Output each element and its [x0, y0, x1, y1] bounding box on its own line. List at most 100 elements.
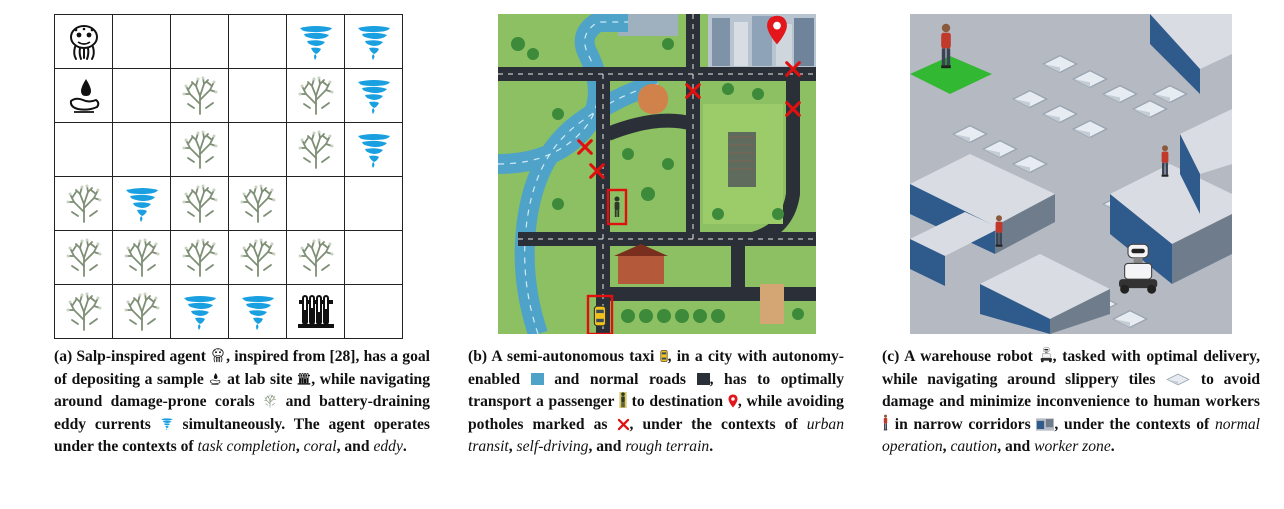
- coral-icon: [297, 75, 334, 115]
- city-map-image: [498, 14, 816, 334]
- normal-road-swatch-icon: [696, 372, 710, 385]
- grid-cell: [286, 14, 345, 69]
- grid-cell: [344, 284, 403, 339]
- caption-b-text: , has to optimally transport a passenger: [468, 370, 844, 411]
- grid-cell: [170, 176, 229, 231]
- grid-row: [54, 68, 403, 123]
- grid-cell: [112, 176, 171, 231]
- grid-row: [54, 122, 403, 177]
- passenger-box: [606, 188, 628, 226]
- coral-icon: [65, 237, 102, 277]
- context-caution: caution: [950, 438, 998, 455]
- lab-site-icon: [296, 294, 335, 329]
- caption-a-text: simultaneously. The agent operates under…: [54, 415, 430, 456]
- destination-pin-icon: [728, 394, 738, 408]
- caption-a-text: at lab site: [227, 370, 293, 388]
- grid-cell: [170, 230, 229, 285]
- grid-cell: [286, 122, 345, 177]
- eddy-current-icon: [357, 25, 390, 60]
- tower-building: [728, 132, 756, 187]
- coral-icon: [123, 291, 160, 331]
- grid-cell: [286, 68, 345, 123]
- pothole-icon: [617, 418, 630, 431]
- taxi-icon: [660, 349, 668, 363]
- grid-cell: [286, 176, 345, 231]
- grid-cell: [54, 176, 113, 231]
- salp-agent-icon: [210, 347, 226, 363]
- coral-icon: [263, 394, 277, 408]
- eddy-current-icon: [160, 417, 174, 431]
- caption-sep: ,: [942, 438, 947, 455]
- grid-cell: [112, 284, 171, 339]
- caption-a-text: , inspired from [28], has a goal of depo…: [54, 348, 430, 388]
- autonomy-road-swatch-icon: [530, 372, 544, 385]
- grid-cell: [344, 14, 403, 69]
- grid-cell: [54, 68, 113, 123]
- grid-cell: [112, 230, 171, 285]
- context-normal-operation: normal operation: [882, 415, 1260, 456]
- caption-b-text: , under the contexts of: [629, 415, 798, 433]
- grid-cell: [228, 14, 287, 69]
- caption-end: .: [709, 438, 714, 455]
- grid-cell: [54, 284, 113, 339]
- caption-b-text: and normal roads: [554, 370, 686, 388]
- caption-end: .: [1110, 438, 1115, 455]
- grid-cell: [228, 284, 287, 339]
- eddy-current-icon: [125, 187, 158, 222]
- lab-site-icon: [297, 372, 311, 386]
- context-coral: coral: [303, 438, 337, 455]
- passenger-icon: [619, 392, 627, 408]
- caption-b-text: to destination: [631, 393, 724, 410]
- coral-icon: [297, 237, 334, 277]
- grid-cell: [344, 122, 403, 177]
- grid-cell: [112, 122, 171, 177]
- caption-sep: , and: [997, 438, 1031, 455]
- coral-icon: [181, 237, 218, 277]
- coral-icon: [181, 183, 218, 223]
- eddy-current-icon: [183, 295, 216, 330]
- warehouse-scene: [910, 14, 1232, 334]
- context-worker-zone: worker zone: [1034, 438, 1111, 455]
- coral-icon: [181, 75, 218, 115]
- grid-cell: [170, 122, 229, 177]
- caption-b: (b) A semi-autonomous taxi , in a city w…: [468, 346, 844, 459]
- slippery-tile-icon: [1165, 373, 1191, 386]
- grid-cell: [170, 284, 229, 339]
- coral-icon: [239, 237, 276, 277]
- coral-icon: [239, 183, 276, 223]
- grid-cell: [344, 230, 403, 285]
- grid-cell: [170, 14, 229, 69]
- salp-agent-icon: [69, 24, 98, 60]
- coral-icon: [181, 129, 218, 169]
- goal-tile: [910, 56, 992, 94]
- caption-b-text: , while avoiding potholes marked as: [468, 393, 844, 433]
- grid-cell: [228, 230, 287, 285]
- eddy-current-icon: [299, 25, 332, 60]
- caption-sep: ,: [508, 438, 513, 455]
- grid-row: [54, 284, 403, 339]
- grid-row: [54, 230, 403, 285]
- caption-end: .: [402, 438, 407, 455]
- grid-cell: [170, 68, 229, 123]
- caption-b-label: (b) A semi-autonomous taxi: [468, 348, 655, 365]
- warehouse-robot-icon: [1039, 347, 1053, 363]
- grid-cell: [228, 68, 287, 123]
- grid-row: [54, 14, 403, 69]
- warehouse-image: [910, 14, 1232, 334]
- eddy-current-icon: [241, 295, 274, 330]
- caption-sep: , and: [336, 438, 370, 455]
- grid-cell: [228, 176, 287, 231]
- worker-icon: [882, 414, 889, 431]
- coral-icon: [123, 237, 160, 277]
- grid-cell: [228, 122, 287, 177]
- grid-cell: [112, 68, 171, 123]
- context-eddy: eddy: [373, 438, 403, 455]
- caption-c: (c) A warehouse robot , tasked with opti…: [882, 346, 1260, 459]
- grid-cell: [344, 68, 403, 123]
- context-self-driving: self-driving: [516, 438, 589, 455]
- coral-icon: [65, 291, 102, 331]
- taxi-icon: [593, 305, 607, 327]
- sample-drop-icon: [208, 372, 222, 386]
- taxi-box: [586, 294, 614, 334]
- grid-cell: [54, 230, 113, 285]
